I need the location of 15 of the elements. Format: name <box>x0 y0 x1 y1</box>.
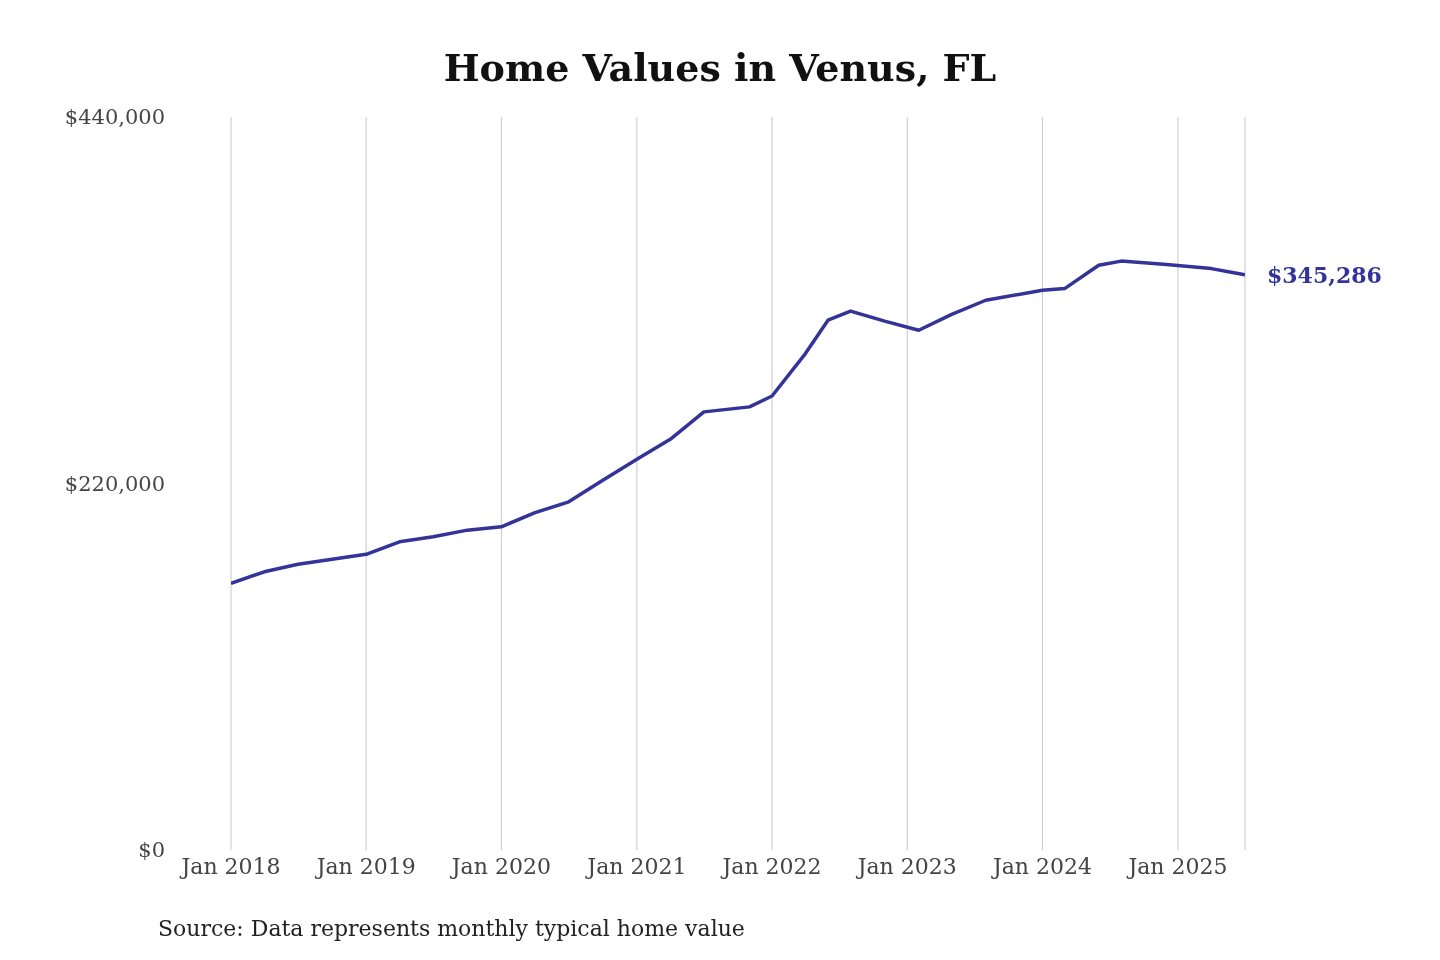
x-tick-label: Jan 2024 <box>990 853 1092 879</box>
x-tick-label: Jan 2021 <box>585 853 687 879</box>
annotation: $345,286 <box>1267 261 1382 288</box>
x-tick-label: Jan 2023 <box>855 853 957 879</box>
x-tick-label: Jan 2018 <box>179 853 281 879</box>
y-tick-label: $440,000 <box>64 105 165 130</box>
x-tick-label: Jan 2020 <box>449 853 551 879</box>
x-tick-label: Jan 2019 <box>314 853 416 879</box>
y-tick-label: $220,000 <box>64 471 165 496</box>
y-tick-label: $0 <box>138 838 165 863</box>
line-series <box>231 259 1245 586</box>
x-tick-label: Jan 2022 <box>720 853 822 879</box>
chart-title: Home Values in Venus, FL <box>442 45 998 90</box>
x-tick-label: Jan 2025 <box>1126 853 1228 879</box>
source-note: Source: Data represents monthly typical home value <box>158 916 745 941</box>
